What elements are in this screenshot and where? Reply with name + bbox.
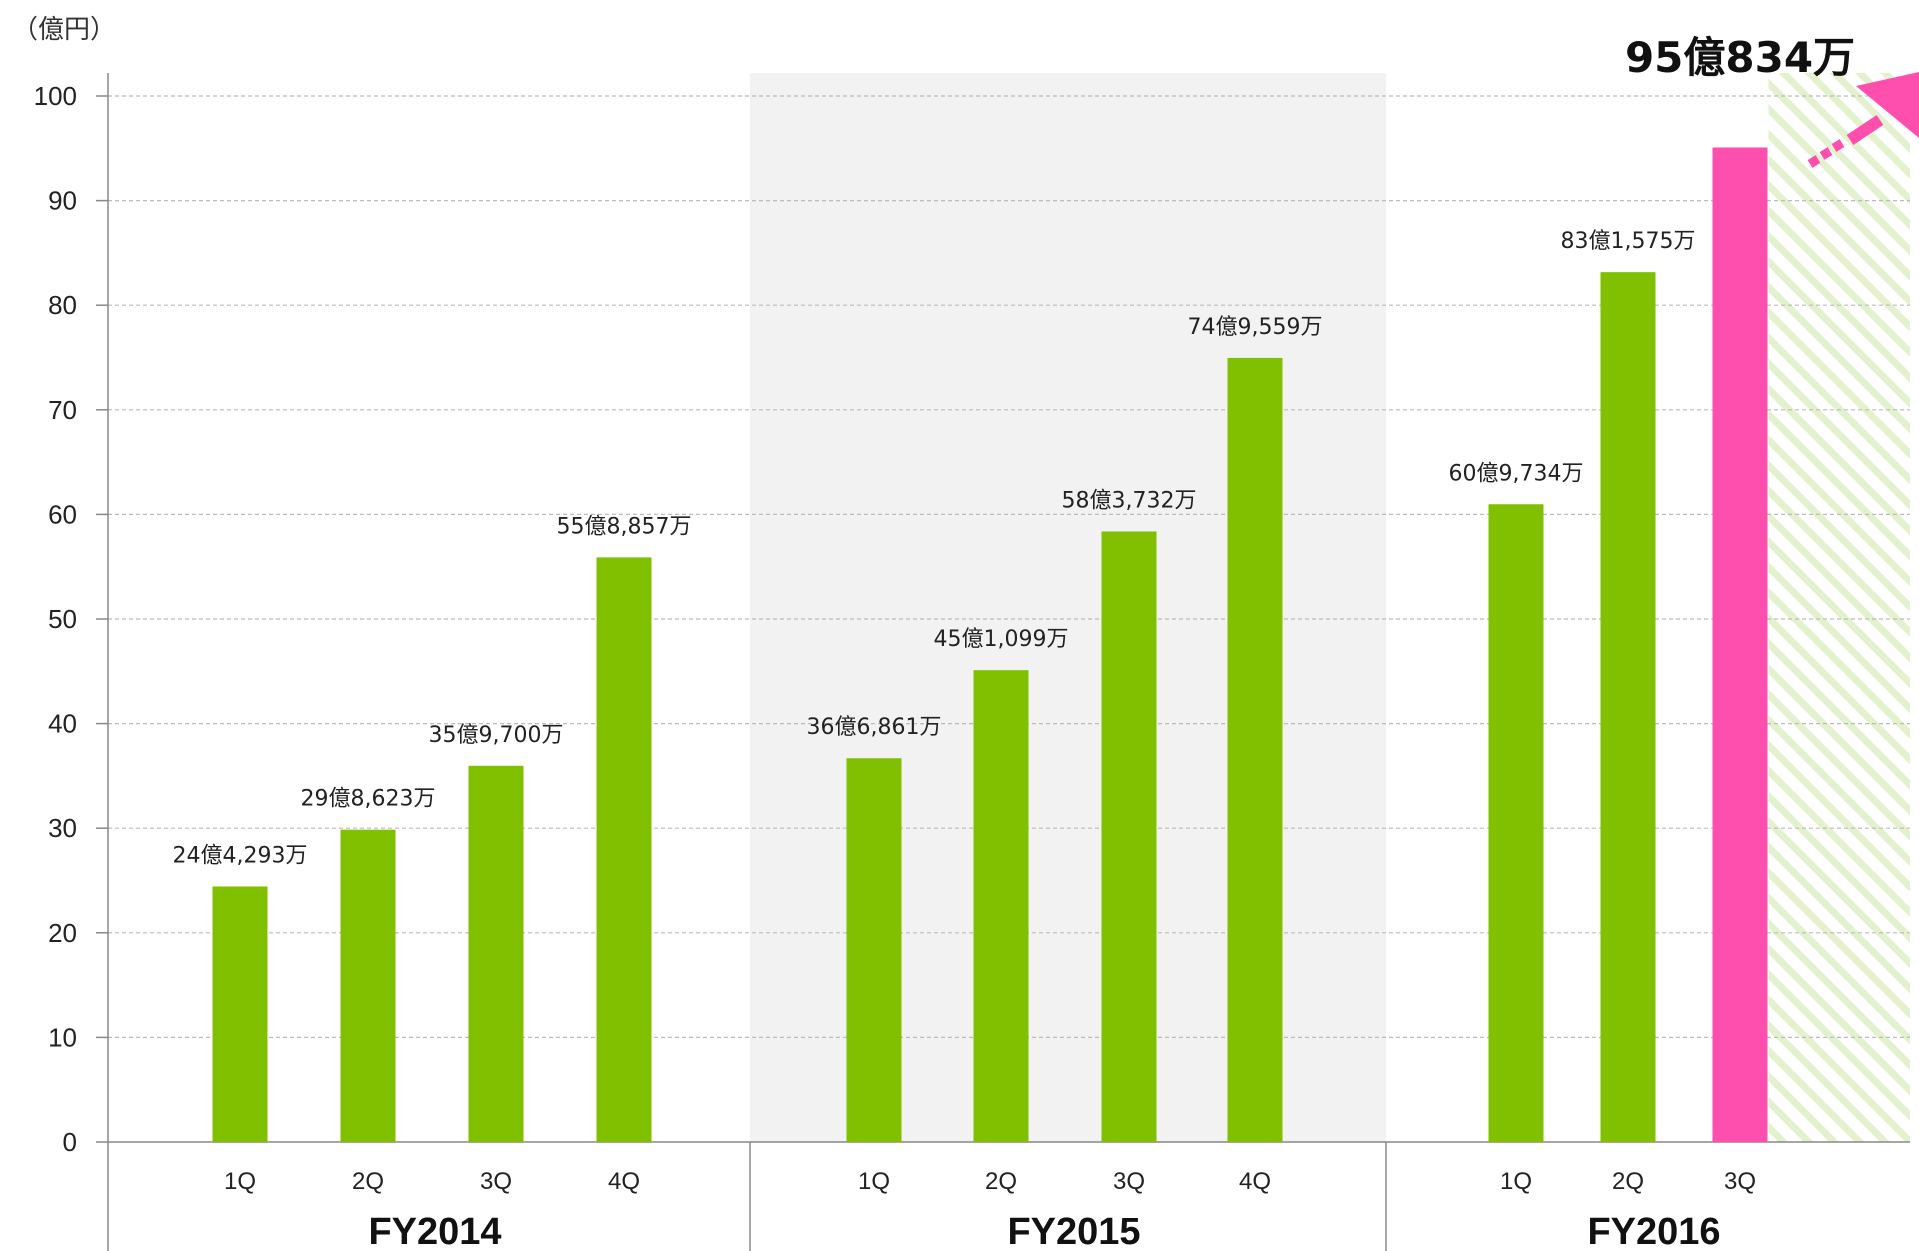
y-tick-label-20: 20 bbox=[48, 918, 77, 948]
data-label-fy2016-1q: 60億9,734万 bbox=[1449, 461, 1584, 486]
y-tick-label-50: 50 bbox=[48, 604, 77, 634]
bar-fy2015-1q bbox=[846, 758, 902, 1142]
y-tick-label-30: 30 bbox=[48, 813, 77, 843]
bar-fy2015-3q bbox=[1101, 531, 1157, 1142]
trend-arrow-icon bbox=[1807, 72, 1919, 168]
bar-fy2016-2q bbox=[1600, 272, 1656, 1143]
bar-fy2014-3q bbox=[468, 765, 524, 1142]
y-unit-label: （億円） bbox=[12, 15, 116, 45]
y-tick-label-10: 10 bbox=[48, 1022, 77, 1052]
x-tick-label-fy2016-3q: 3Q bbox=[1724, 1168, 1756, 1195]
y-tick-label-100: 100 bbox=[34, 81, 77, 111]
data-label-fy2014-2q: 29億8,623万 bbox=[301, 787, 436, 812]
y-tick-label-40: 40 bbox=[48, 709, 77, 739]
y-tick-label-80: 80 bbox=[48, 290, 77, 320]
x-tick-label-fy2015-2q: 2Q bbox=[985, 1168, 1017, 1195]
data-label-fy2014-4q: 55億8,857万 bbox=[557, 514, 692, 539]
bar-fy2015-2q bbox=[973, 670, 1029, 1142]
data-label-fy2015-4q: 74億9,559万 bbox=[1188, 315, 1323, 340]
x-tick-label-fy2016-1q: 1Q bbox=[1500, 1168, 1532, 1195]
y-tick-label-70: 70 bbox=[48, 395, 77, 425]
group-label-fy2016: FY2016 bbox=[1587, 1211, 1720, 1251]
group-shade-fy2015 bbox=[750, 73, 1386, 1142]
bar-fy2015-4q bbox=[1227, 357, 1283, 1142]
highlight-value-label: 95億834万 bbox=[1625, 33, 1855, 82]
projection-stripes bbox=[1767, 73, 1910, 1142]
data-label-fy2015-3q: 58億3,732万 bbox=[1062, 488, 1197, 513]
y-tick-label-90: 90 bbox=[48, 186, 77, 216]
bar-fy2014-2q bbox=[340, 829, 396, 1142]
bar-fy2016-1q bbox=[1488, 504, 1544, 1143]
x-tick-label-fy2015-3q: 3Q bbox=[1113, 1168, 1145, 1195]
group-label-fy2014: FY2014 bbox=[368, 1211, 501, 1251]
x-tick-label-fy2014-1q: 1Q bbox=[224, 1168, 256, 1195]
y-tick-label-0: 0 bbox=[63, 1127, 77, 1157]
x-tick-label-fy2015-1q: 1Q bbox=[858, 1168, 890, 1195]
data-label-fy2016-2q: 83億1,575万 bbox=[1561, 229, 1696, 254]
x-tick-label-fy2015-4q: 4Q bbox=[1239, 1168, 1271, 1195]
group-label-fy2015: FY2015 bbox=[1007, 1211, 1140, 1251]
bar-fy2016-3q bbox=[1712, 147, 1768, 1142]
x-tick-label-fy2014-4q: 4Q bbox=[608, 1168, 640, 1195]
x-tick-label-fy2014-2q: 2Q bbox=[352, 1168, 384, 1195]
data-label-fy2015-1q: 36億6,861万 bbox=[807, 715, 942, 740]
x-tick-label-fy2014-3q: 3Q bbox=[480, 1168, 512, 1195]
x-tick-label-fy2016-2q: 2Q bbox=[1612, 1168, 1644, 1195]
y-tick-label-60: 60 bbox=[48, 499, 77, 529]
data-label-fy2014-3q: 35億9,700万 bbox=[429, 723, 564, 748]
bar-fy2014-4q bbox=[596, 557, 652, 1142]
data-label-fy2015-2q: 45億1,099万 bbox=[934, 627, 1069, 652]
data-label-fy2014-1q: 24億4,293万 bbox=[173, 843, 308, 868]
bar-fy2014-1q bbox=[212, 886, 268, 1142]
